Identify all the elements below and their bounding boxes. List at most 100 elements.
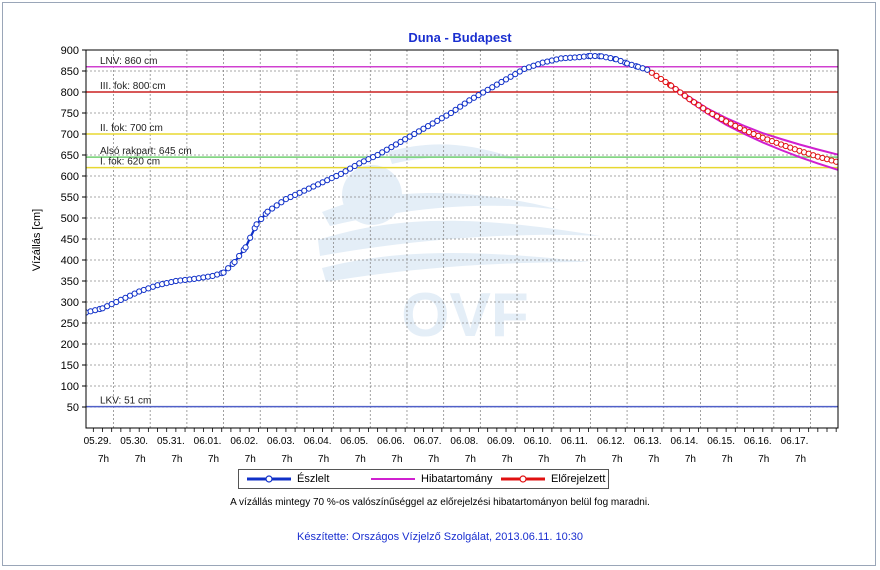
legend-item-observed: Észlelt: [245, 470, 329, 488]
threshold-label: I. fok: 620 cm: [100, 157, 160, 168]
observed-point: [411, 130, 418, 138]
x-tick-hour: 7h: [538, 454, 549, 465]
x-tick-label: 06.16.: [744, 436, 772, 447]
forecast-point: [718, 115, 725, 122]
forecast-point: [681, 92, 688, 99]
observed-point: [424, 123, 432, 130]
observed-point: [225, 265, 232, 272]
x-tick-label: 06.07.: [414, 436, 442, 447]
x-tick-hour: 7h: [465, 454, 476, 465]
legend-label-forecast: Előrejelzett: [551, 473, 606, 485]
forecast-point: [852, 164, 857, 169]
y-tick-label: 550: [61, 192, 79, 204]
water-level-chart: Duna - Budapest Vízállás [cm] OVF LNV: 8…: [31, 30, 866, 465]
x-axis: 05.29. 7h 05.30. 7h 05.31. 7h 06.01. 7h 06.02. 7h…: [84, 428, 837, 465]
x-tick-label: 06.01.: [194, 436, 222, 447]
x-tick-hour: 7h: [795, 454, 806, 465]
forecast-point: [667, 82, 675, 89]
observed-line-icon: [247, 475, 291, 483]
threshold-label: II. fok: 700 cm: [100, 123, 163, 134]
forecast-point: [861, 167, 866, 172]
observed-point: [220, 269, 227, 276]
observed-point: [443, 112, 450, 119]
observed-point: [383, 146, 390, 153]
observed-point: [397, 138, 404, 145]
x-tick-hour: 7h: [575, 454, 586, 465]
observed-point: [461, 100, 468, 107]
threshold-label: III. fok: 800 cm: [100, 81, 166, 92]
y-tick-label: 100: [61, 381, 79, 393]
x-tick-label: 06.03.: [267, 436, 295, 447]
x-tick-hour: 7h: [355, 454, 366, 465]
x-tick-hour: 7h: [98, 454, 109, 465]
observed-point: [402, 136, 409, 143]
threshold-lines: LNV: 860 cm III. fok: 800 cm II. fok: 700 …: [86, 56, 838, 408]
x-tick-hour: 7h: [318, 454, 329, 465]
x-tick-label: 05.29.: [84, 436, 112, 447]
x-tick-label: 06.02.: [230, 436, 258, 447]
y-tick-label: 850: [61, 66, 79, 78]
ovf-watermark: OVF: [318, 144, 600, 350]
forecast-point: [677, 89, 684, 96]
y-tick-label: 600: [61, 171, 79, 183]
observed-point: [278, 199, 285, 206]
observed-point: [273, 202, 280, 209]
y-tick-label: 400: [61, 255, 79, 267]
observed-point: [264, 208, 271, 215]
observed-point: [351, 162, 358, 170]
forecast-point: [843, 162, 848, 167]
y-tick-label: 350: [61, 276, 79, 288]
x-tick-hour: 7h: [208, 454, 219, 465]
x-tick-label: 06.17.: [781, 436, 809, 447]
x-tick-label: 06.05.: [340, 436, 368, 447]
y-tick-label: 450: [61, 234, 79, 246]
observed-point: [434, 117, 441, 124]
y-tick-label: 200: [61, 339, 79, 351]
observed-point: [438, 115, 445, 122]
y-tick-label: 300: [61, 297, 79, 309]
x-tick-hour: 7h: [501, 454, 512, 465]
y-tick-label: 150: [61, 360, 79, 372]
plot-border: [85, 49, 839, 429]
observed-point: [374, 151, 381, 159]
y-tick-label: 700: [61, 129, 79, 141]
y-tick-label: 650: [61, 150, 79, 162]
forecast-point: [690, 99, 698, 106]
observed-point: [475, 92, 482, 99]
x-tick-hour: 7h: [428, 454, 439, 465]
observed-point: [466, 97, 473, 104]
x-tick-hour: 7h: [612, 454, 623, 465]
forecast-point: [672, 85, 679, 93]
forecast-point: [847, 163, 852, 168]
x-tick-hour: 7h: [758, 454, 769, 465]
credit-line: Készítette: Országos Vízjelző Szolgálat,…: [297, 531, 583, 543]
legend-label-observed: Észlelt: [297, 473, 330, 485]
forecast-point: [662, 78, 669, 86]
observed-point: [502, 76, 510, 83]
observed-point: [247, 234, 254, 241]
legend-label-error-band: Hibatartomány: [421, 473, 493, 485]
x-tick-label: 05.31.: [157, 436, 185, 447]
observed-point: [447, 109, 455, 117]
y-tick-label: 250: [61, 318, 79, 330]
observed-point: [415, 128, 422, 135]
forecast-point: [713, 113, 721, 120]
observed-point: [489, 84, 496, 91]
observed-point: [429, 120, 436, 127]
x-tick-label: 06.12.: [597, 436, 625, 447]
observed-point: [231, 259, 238, 266]
threshold-label: Alsó rakpart: 645 cm: [100, 146, 192, 157]
observed-point: [379, 149, 386, 156]
observed-point: [479, 89, 487, 96]
forecast-point: [648, 69, 655, 76]
observed-point: [337, 170, 345, 177]
observed-point: [342, 168, 349, 175]
observed-point: [253, 221, 260, 228]
forecast-point: [837, 161, 838, 165]
forecast-point: [653, 72, 660, 79]
observed-point: [347, 165, 354, 172]
forecast-point: [700, 105, 707, 112]
error-band-line-icon: [371, 478, 415, 480]
observed-point: [269, 205, 276, 212]
x-tick-label: 06.11.: [561, 436, 588, 447]
